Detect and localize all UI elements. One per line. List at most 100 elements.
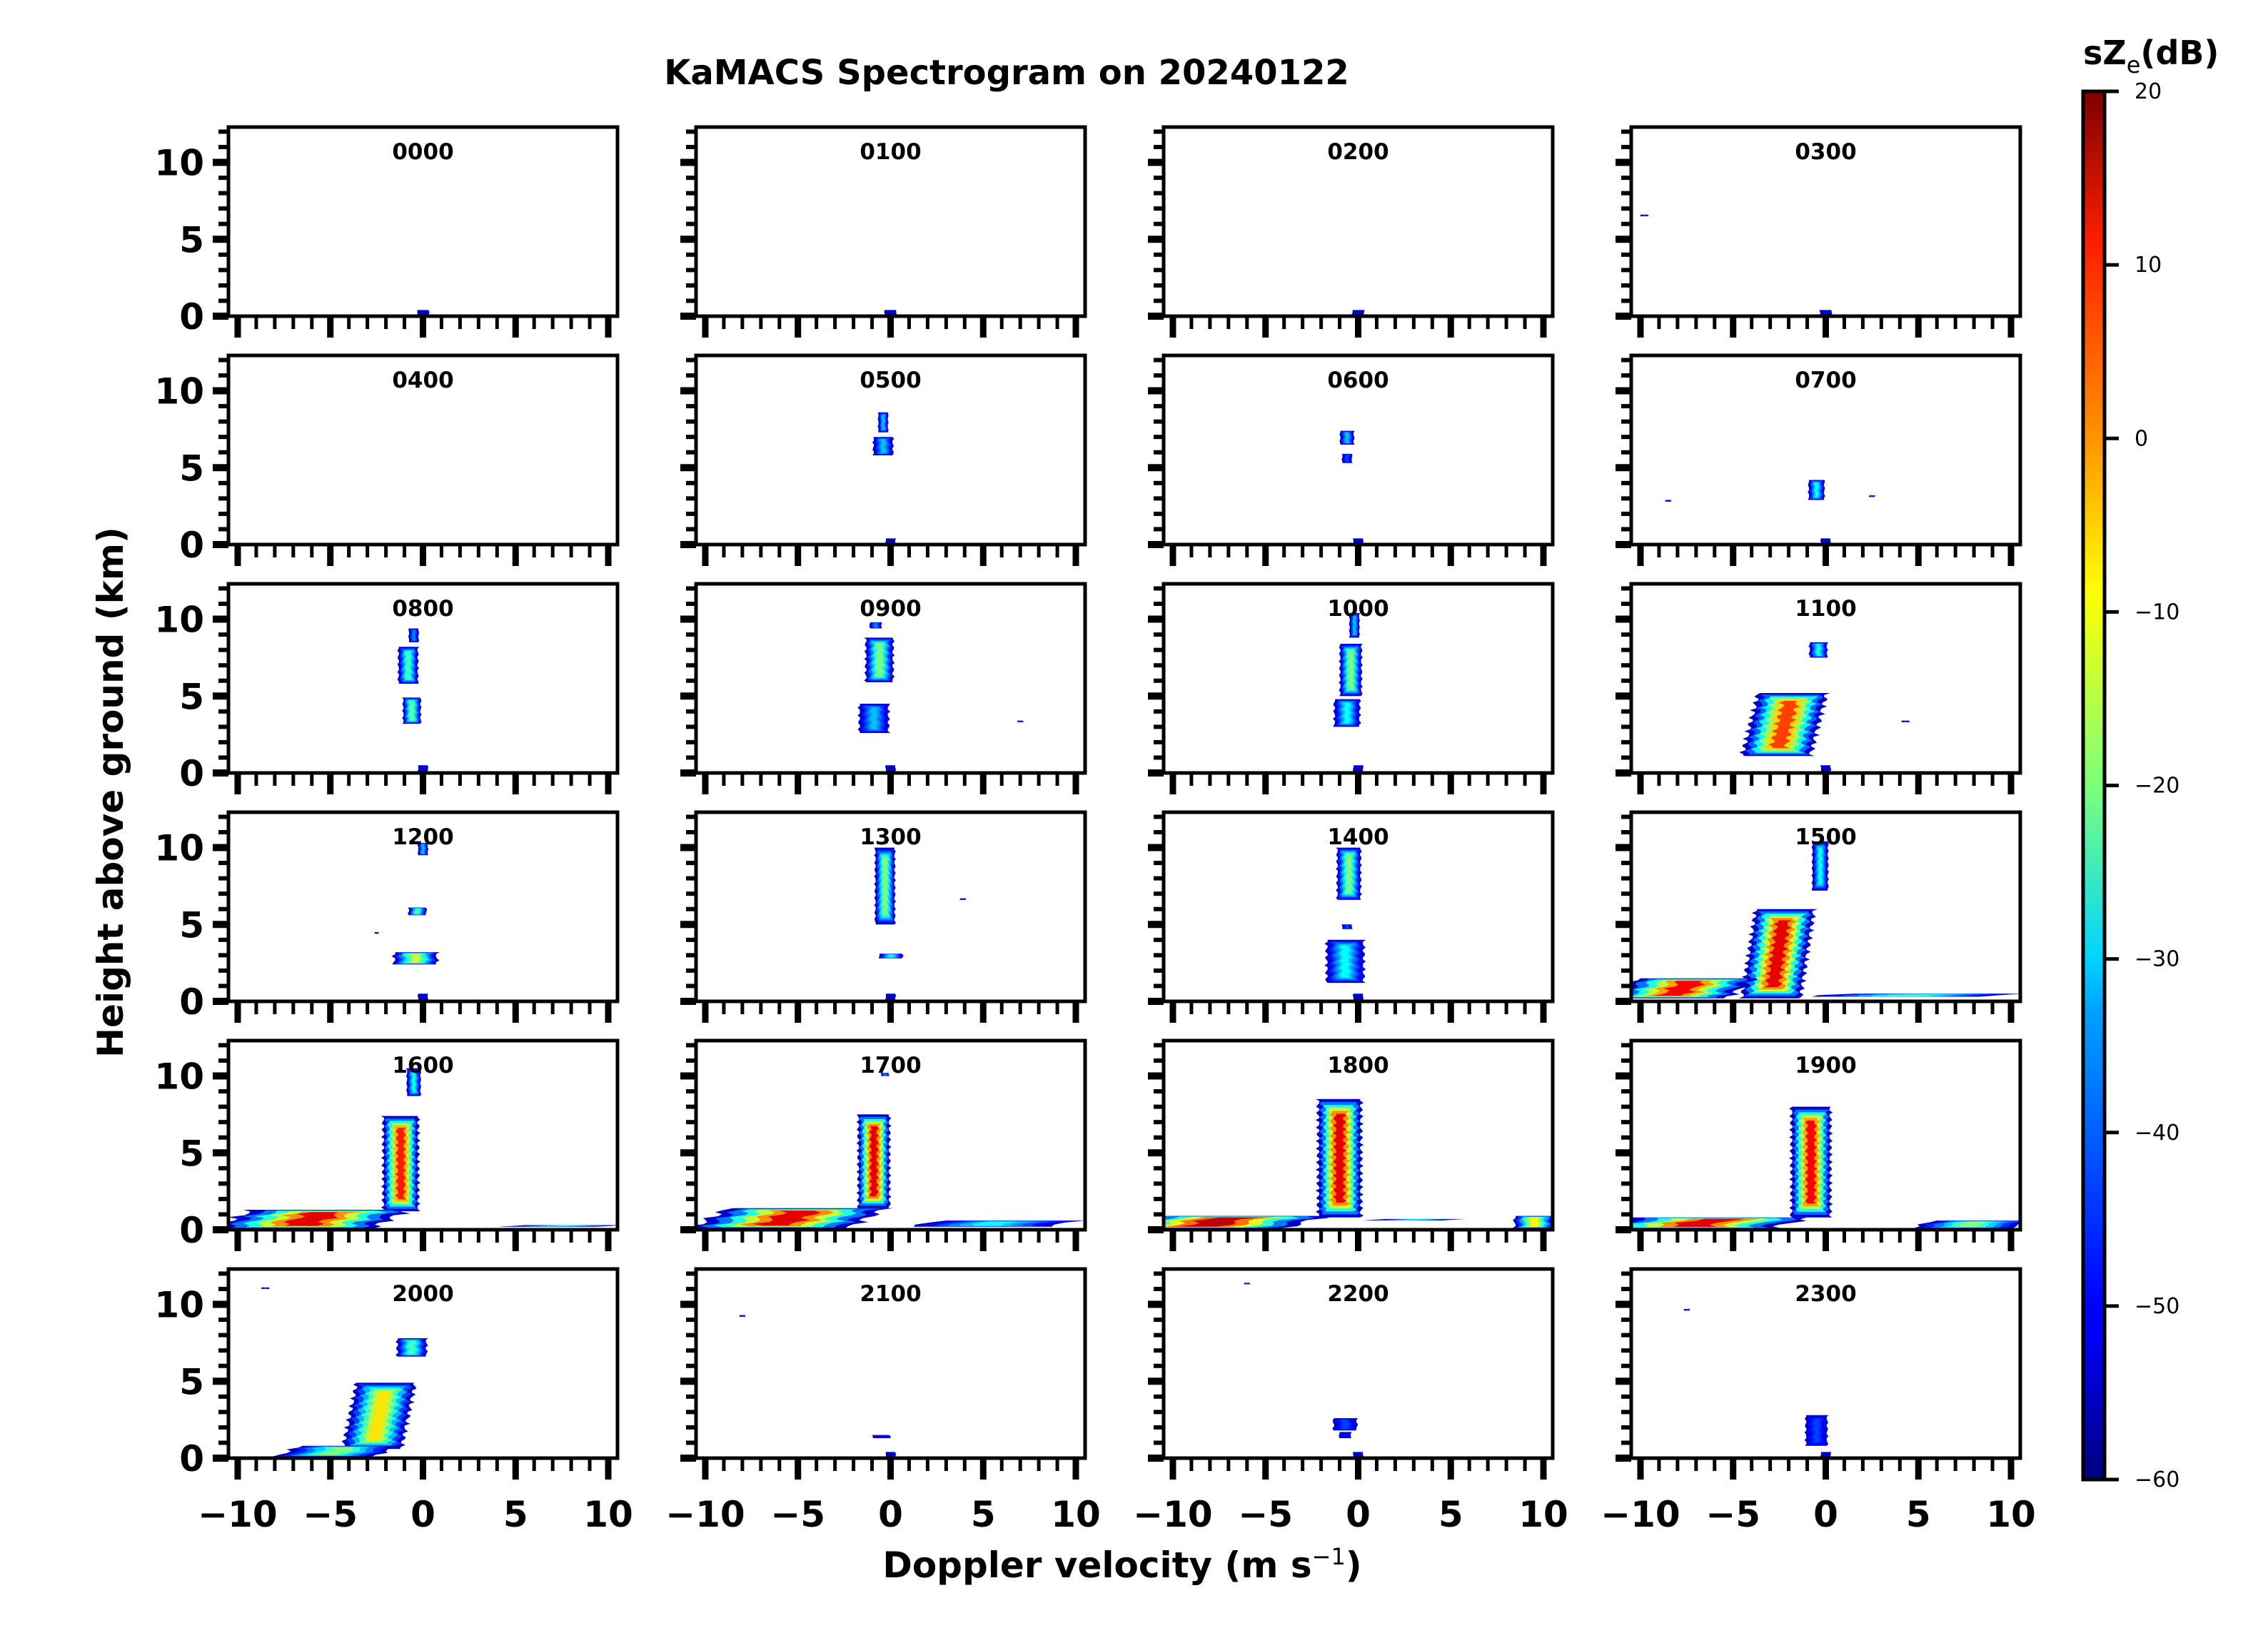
echo-1600-2-band-5	[411, 1071, 416, 1093]
colorbar-title-main: sZ	[2083, 34, 2127, 72]
x-tick-label: −5	[1705, 1494, 1760, 1535]
echo-2100-1-band-0	[885, 1452, 897, 1457]
colorbar-tick-label: −20	[2135, 774, 2179, 799]
panel-time-label: 0100	[860, 139, 921, 165]
echo-2000-1-band-5	[314, 1447, 354, 1455]
x-tick-label: 5	[1906, 1494, 1931, 1535]
panel-1900: 1900	[1616, 1038, 2022, 1251]
echo-1900-1-band-5	[1673, 1218, 1745, 1227]
echo-1500-2-band-5	[1818, 847, 1823, 885]
echo-layer	[397, 628, 428, 772]
echo-layer	[884, 310, 897, 315]
x-axis-label-superscript: −1	[1312, 1543, 1346, 1570]
panel-time-label: 0700	[1795, 368, 1856, 393]
echo-1800-1-band-5	[1176, 1217, 1261, 1227]
x-tick-label: 10	[1051, 1494, 1101, 1535]
echo-layer	[1640, 214, 1833, 315]
echo-0500-0-band-5	[881, 415, 885, 430]
echo-layer	[874, 847, 967, 1000]
panel-time-label: 1100	[1795, 596, 1856, 622]
echo-0700-2-band-5	[1667, 500, 1669, 502]
echo-0800-2-band-5	[408, 701, 415, 721]
echo-1600-3-band-5	[538, 1225, 580, 1227]
x-tick-label: −10	[1133, 1494, 1212, 1535]
echo-1200-3-band-0	[374, 932, 379, 934]
x-tick-label: 10	[1518, 1494, 1568, 1535]
x-axis-label-main: Doppler velocity (m s	[882, 1544, 1311, 1586]
panel-time-label: 0200	[1327, 139, 1388, 165]
panel-2100: 2100 −10 −5 0 5 10	[665, 1267, 1101, 1535]
echo-2100-2-band-5	[741, 1315, 744, 1317]
colorbar-tick-label: −10	[2135, 600, 2179, 625]
x-tick-label: −5	[1238, 1494, 1293, 1535]
echo-1100-1-band-5	[1815, 644, 1822, 656]
panel-2000: 2000 0 5 10 −10 −5 0 5 10	[154, 1267, 633, 1535]
echo-1300-2-band-5	[962, 898, 964, 900]
echo-1800-0-band-5	[1332, 1113, 1347, 1203]
panel-0100: 0100	[680, 125, 1087, 338]
panel-1300: 1300	[680, 810, 1087, 1023]
y-tick-label: 10	[154, 600, 204, 641]
echo-1400-2-band-5	[1345, 925, 1349, 929]
panel-time-label: 1400	[1327, 824, 1388, 850]
echo-1200-0-band-5	[408, 954, 423, 964]
colorbar-tick-label: −40	[2135, 1121, 2179, 1146]
x-tick-label: −5	[770, 1494, 825, 1535]
echo-layer	[417, 310, 430, 315]
echo-layer	[1739, 642, 1910, 772]
echo-1300-1-band-5	[887, 954, 894, 958]
y-axis-label: Height above ground (km)	[90, 527, 131, 1058]
echo-1000-2-band-5	[1343, 702, 1351, 724]
panel-time-label: 1300	[860, 824, 921, 850]
echo-0900-0-band-5	[875, 643, 884, 677]
x-tick-label: −10	[198, 1494, 277, 1535]
echo-1000-1-band-5	[1353, 616, 1356, 635]
x-tick-label: −5	[303, 1494, 358, 1535]
panel-time-label: 0800	[392, 596, 453, 622]
panel-0200: 0200	[1148, 125, 1555, 338]
echo-1500-1-band-5	[1653, 981, 1705, 996]
colorbar: sZe(dB) 20 10 0 −10 −20 −30 −40 −50 −60	[2081, 34, 2219, 1492]
echo-0600-1-band-5	[1345, 455, 1349, 462]
panel-time-label: 0300	[1795, 139, 1856, 165]
echo-0600-0-band-5	[1344, 433, 1349, 443]
panel-2300: 2300 −10 −5 0 5 10	[1601, 1267, 2036, 1535]
echo-2300-2-band-5	[1685, 1309, 1688, 1310]
panel-1500: 1500	[1616, 810, 2022, 1023]
x-tick-label: 10	[583, 1494, 633, 1535]
colorbar-tick-label: 0	[2135, 426, 2148, 451]
echo-1800-3-band-5	[1395, 1219, 1433, 1220]
colorbar-tick-label: 10	[2135, 253, 2162, 278]
colorbar-ticks: 20 10 0 −10 −20 −30 −40 −50 −60	[2105, 79, 2179, 1492]
echo-layer	[1665, 480, 1875, 543]
panel-time-label: 0900	[860, 596, 921, 622]
echo-layer	[696, 1073, 1085, 1228]
panel-time-label: 1000	[1327, 596, 1388, 622]
echo-1300-3-band-0	[884, 994, 897, 1000]
colorbar-tick-label: −50	[2135, 1294, 2179, 1319]
echo-1600-1-band-5	[283, 1212, 338, 1226]
echo-1200-2-band-5	[421, 844, 425, 854]
echo-1500-0-band-5	[1763, 920, 1793, 988]
panel-1700: 1700	[680, 1038, 1087, 1251]
echo-1000-0-band-5	[1347, 650, 1354, 690]
y-tick-label: 5	[179, 1361, 204, 1402]
echo-layer	[1333, 612, 1364, 772]
echo-2300-1-band-0	[1820, 1452, 1831, 1457]
echo-1800-2-band-5	[1528, 1217, 1541, 1227]
echo-2000-2-band-5	[407, 1340, 417, 1355]
echo-1900-0-band-5	[1804, 1121, 1818, 1204]
echo-2000-0-band-5	[364, 1391, 393, 1441]
x-axis-label-close: )	[1346, 1544, 1362, 1586]
x-tick-label: 5	[503, 1494, 528, 1535]
x-tick-label: 10	[1986, 1494, 2036, 1535]
panel-time-label: 1800	[1327, 1053, 1388, 1078]
y-tick-label: 5	[179, 904, 204, 946]
echo-layer	[1631, 841, 2020, 998]
y-tick-label: 0	[179, 296, 204, 338]
x-tick-label: 5	[1438, 1494, 1463, 1535]
panel-time-label: 2300	[1795, 1281, 1856, 1307]
echo-1700-1-band-5	[752, 1210, 821, 1226]
